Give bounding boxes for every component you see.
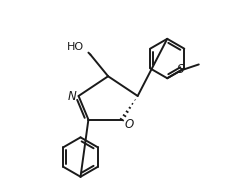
Text: S: S <box>176 63 184 76</box>
Text: HO: HO <box>67 42 84 52</box>
Text: N: N <box>67 90 76 103</box>
Text: O: O <box>124 118 133 131</box>
